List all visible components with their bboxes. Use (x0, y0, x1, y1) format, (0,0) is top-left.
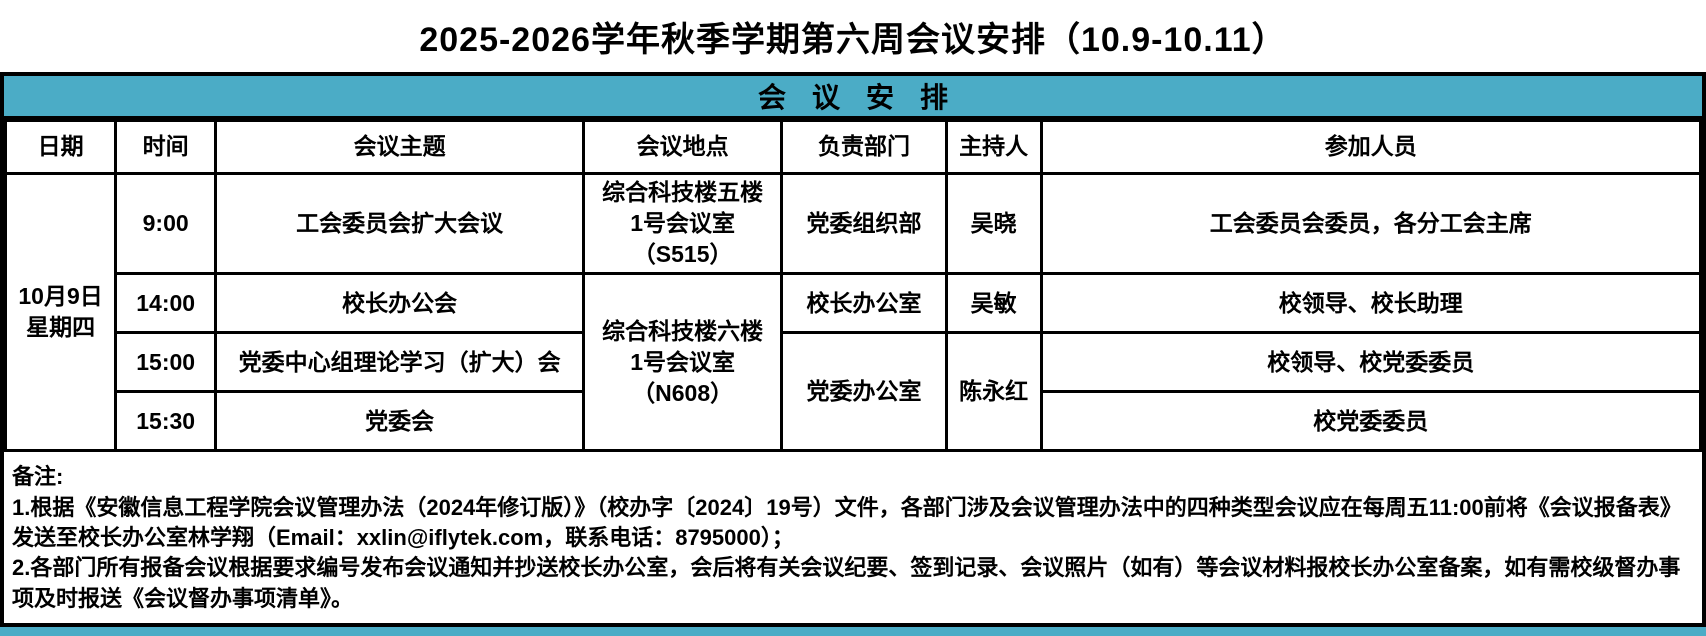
department-cell: 校长办公室 (780, 272, 948, 335)
participants-cell: 工会委员会委员，各分工会主席 (1039, 171, 1703, 276)
time-cell: 15:00 (114, 331, 218, 394)
location-line1: 综合科技楼五楼 (602, 179, 764, 205)
table-row: 14:00 校长办公会 综合科技楼六楼 1号会议室（N608） 校长办公室 吴敏… (6, 272, 1703, 453)
table-row: 10月9日 星期四 9:00 工会委员会扩大会议 综合科技楼五楼 1号会议室（S… (3, 171, 1703, 453)
date-cell: 10月9日 星期四 (3, 171, 118, 453)
time-cell: 14:00 (114, 272, 218, 335)
notes-section: 备注: 1.根据《安徽信息工程学院会议管理办法（2024年修订版）》（校办字〔2… (4, 452, 1702, 623)
topic-cell: 校长办公会 (214, 272, 585, 335)
note-item-2: 2.各部门所有报备会议根据要求编号发布会议通知并抄送校长办公室，会后将有关会议纪… (12, 555, 1681, 611)
meeting-table: 日期 时间 会议主题 会议地点 负责部门 主持人 参加人员 10月9日 星期四 … (3, 119, 1703, 453)
header-date: 日期 (3, 119, 118, 175)
notes-label: 备注: (12, 464, 64, 490)
participants-cell: 校党委委员 (1039, 390, 1703, 453)
schedule-frame: 会议安排 日期 时间 会议主题 会议地点 负责部门 主持人 参加人员 10月9日… (0, 72, 1706, 627)
host-cell: 吴敏 (944, 272, 1043, 335)
topic-cell: 党委会 (214, 390, 585, 453)
table-row: 15:00 党委中心组理论学习（扩大）会 党委办公室 陈永红 校领导、校党委委员 (6, 331, 1703, 453)
time-cell: 15:30 (114, 390, 218, 453)
location-cell: 综合科技楼五楼 1号会议室（S515） (581, 171, 784, 276)
location-cell: 综合科技楼六楼 1号会议室（N608） (581, 272, 784, 453)
header-host: 主持人 (944, 119, 1043, 175)
participants-cell: 校领导、校长助理 (1039, 272, 1703, 335)
time-cell: 9:00 (114, 171, 218, 276)
header-location: 会议地点 (581, 119, 784, 175)
note-item-1: 1.根据《安徽信息工程学院会议管理办法（2024年修订版）》（校办字〔2024〕… (12, 494, 1682, 550)
topic-cell: 党委中心组理论学习（扩大）会 (214, 331, 585, 394)
location-line2: 1号会议室（N608） (630, 348, 736, 406)
participants-cell: 校领导、校党委委员 (1039, 331, 1703, 394)
topic-cell: 工会委员会扩大会议 (214, 171, 585, 276)
header-department: 负责部门 (780, 119, 948, 175)
host-cell: 吴晓 (944, 171, 1043, 276)
header-participants: 参加人员 (1039, 119, 1703, 175)
department-cell: 党委办公室 (780, 331, 948, 453)
date-line2: 星期四 (26, 314, 96, 341)
table-row: 15:30 党委会 校党委委员 (6, 390, 1703, 453)
header-time: 时间 (114, 119, 218, 175)
header-topic: 会议主题 (214, 119, 585, 175)
table-header-row: 日期 时间 会议主题 会议地点 负责部门 主持人 参加人员 (3, 119, 1703, 175)
schedule-banner: 会议安排 (4, 76, 1702, 119)
page-title: 2025-2026学年秋季学期第六周会议安排（10.9-10.11） (419, 20, 1287, 59)
location-line2: 1号会议室（S515） (630, 210, 736, 268)
bottom-accent-strip (0, 627, 1706, 636)
location-line1: 综合科技楼六楼 (602, 317, 764, 344)
department-cell: 党委组织部 (780, 171, 948, 276)
date-line1: 10月9日 (18, 283, 103, 310)
host-cell: 陈永红 (944, 331, 1043, 453)
